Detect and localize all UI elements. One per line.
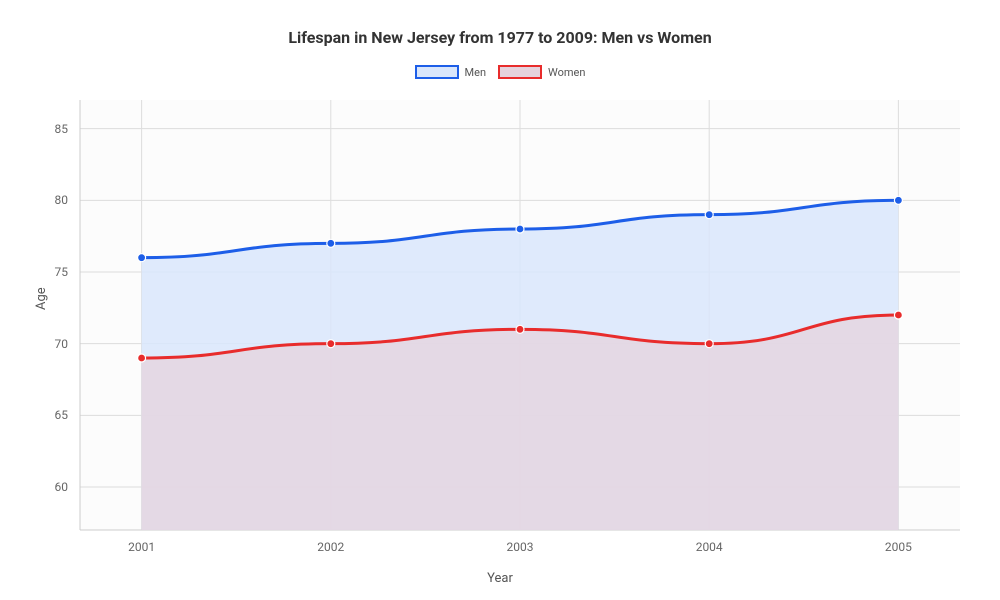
y-tick-label: 60 <box>55 480 69 494</box>
chart-container: Lifespan in New Jersey from 1977 to 2009… <box>0 0 1000 600</box>
x-tick-label: 2003 <box>507 540 534 554</box>
legend-label: Men <box>465 66 487 79</box>
legend: Men Women <box>0 65 1000 79</box>
x-tick-label: 2001 <box>128 540 155 554</box>
y-tick-label: 75 <box>55 265 69 279</box>
x-axis-title: Year <box>487 571 513 586</box>
y-tick-label: 80 <box>55 193 69 207</box>
plot-svg <box>80 100 960 530</box>
legend-swatch-women <box>498 65 542 79</box>
plot-area: 60657075808520012002200320042005 <box>80 100 960 530</box>
y-tick-label: 85 <box>55 122 69 136</box>
chart-title: Lifespan in New Jersey from 1977 to 2009… <box>0 0 1000 47</box>
legend-swatch-men <box>415 65 459 79</box>
legend-item-men: Men <box>415 65 487 79</box>
legend-label: Women <box>548 66 585 79</box>
x-tick-label: 2005 <box>885 540 912 554</box>
y-axis-title: Age <box>34 287 49 310</box>
y-tick-label: 65 <box>55 408 69 422</box>
legend-item-women: Women <box>498 65 585 79</box>
y-tick-label: 70 <box>55 337 69 351</box>
x-tick-label: 2004 <box>696 540 723 554</box>
x-tick-label: 2002 <box>317 540 344 554</box>
